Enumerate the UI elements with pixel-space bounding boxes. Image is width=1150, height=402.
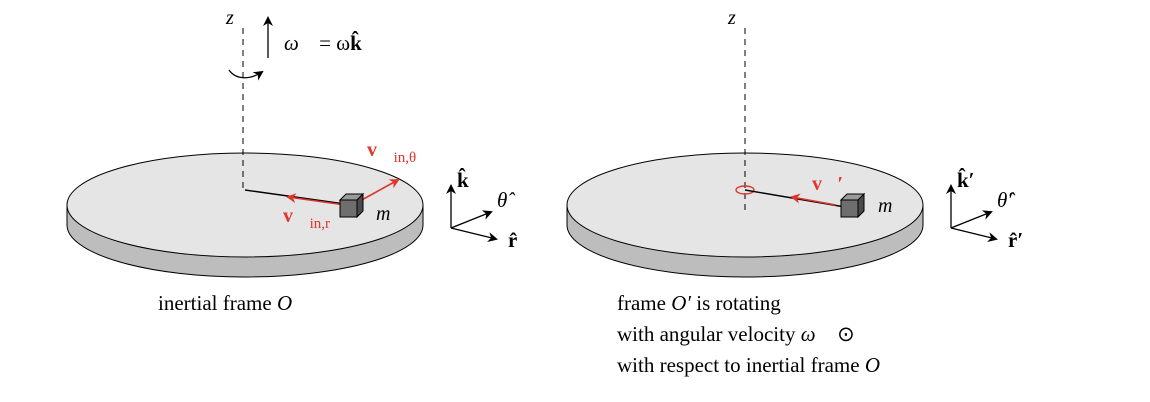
left-caption: inertial frame O — [158, 291, 292, 315]
right-mass-cube — [839, 192, 866, 219]
v-in-r-arrow — [286, 193, 346, 206]
right-k-hat: k̂′ — [957, 167, 975, 192]
left-theta-hat: θ̂ — [497, 188, 515, 212]
left-radius-line — [244, 189, 353, 206]
left-r-hat: r̂ — [508, 228, 517, 252]
left-triad: k̂ θ̂ r̂ — [446, 167, 517, 252]
left-panel: z ω⃗ = ωk̂ m v⃗in,θ v⃗in,r — [66, 7, 517, 315]
v-in-theta-arrow — [357, 179, 400, 203]
left-mass-label: m — [376, 203, 390, 225]
right-mass-label: m — [878, 195, 892, 217]
left-z-label: z — [225, 7, 234, 29]
v-prime-label: v⃗′ — [812, 173, 843, 195]
right-caption-line2: with angular velocity ω⃗ ⊙ — [617, 322, 855, 346]
rotation-arrow — [228, 69, 264, 81]
right-theta-hat: θ̂′ — [997, 188, 1015, 212]
right-z-label: z — [727, 7, 736, 29]
left-mass-cube — [338, 192, 365, 219]
v-in-theta-label: v⃗in,θ — [367, 139, 416, 166]
center-rotation-marker — [735, 185, 755, 195]
right-caption: frame O′ is rotating with angular veloci… — [617, 291, 880, 377]
omega-label: ω⃗ = ωk̂ — [284, 30, 362, 55]
v-prime-arrow — [790, 193, 837, 206]
v-in-r-label: v⃗in,r — [283, 205, 330, 232]
right-caption-line3: with respect to inertial frame O — [617, 353, 880, 377]
right-r-hat: r̂′ — [1008, 228, 1023, 252]
right-triad: k̂′ θ̂′ r̂′ — [946, 167, 1023, 252]
left-disk — [66, 152, 424, 278]
left-k-hat: k̂ — [457, 167, 469, 192]
right-caption-line1: frame O′ is rotating — [617, 291, 781, 315]
right-panel: z m v⃗′ k̂′ θ̂′ r̂′ frame O′ is rotating — [566, 7, 1023, 377]
